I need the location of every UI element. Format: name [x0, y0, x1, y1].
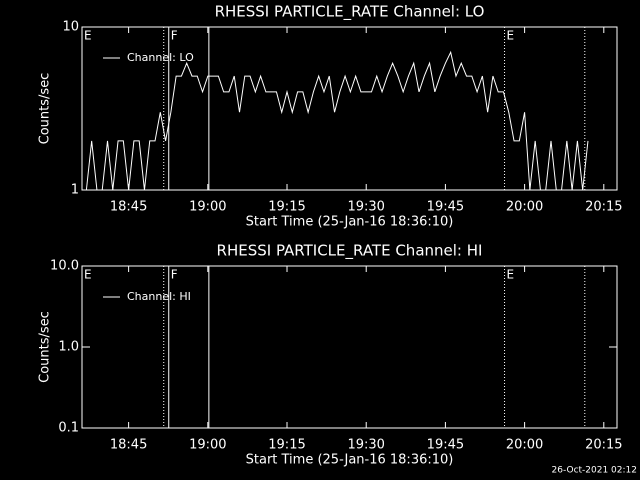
x-tick-label: 19:15 — [268, 438, 305, 453]
x-tick-label: 19:15 — [268, 200, 305, 215]
y-tick-label: 0.1 — [58, 421, 79, 436]
x-tick-label: 19:00 — [189, 438, 226, 453]
x-tick-label: 19:00 — [189, 200, 226, 215]
chart-title: RHESSI PARTICLE_RATE Channel: HI — [217, 242, 483, 261]
x-tick-label: 19:45 — [427, 200, 464, 215]
series-line — [85, 50, 589, 191]
chart-title: RHESSI PARTICLE_RATE Channel: LO — [215, 3, 485, 22]
x-axis-label: Start Time (25-Jan-16 18:36:10) — [246, 453, 454, 468]
x-tick-label: 19:45 — [427, 438, 464, 453]
x-tick-label: 18:45 — [110, 438, 147, 453]
x-axis-label: Start Time (25-Jan-16 18:36:10) — [246, 215, 454, 230]
y-tick-label: 1.0 — [58, 340, 79, 355]
x-tick-label: 20:15 — [585, 200, 622, 215]
y-axis-label: Counts/sec — [38, 73, 53, 145]
footer: 26-Oct-2021 02:12 — [552, 466, 637, 476]
y-tick-label: 10 — [62, 20, 79, 35]
flag-label: F — [171, 29, 178, 43]
flag-label: E — [507, 29, 515, 43]
legend-label: Channel: HI — [127, 290, 191, 303]
x-tick-label: 20:00 — [506, 438, 543, 453]
y-tick-label: 10.0 — [50, 259, 79, 274]
x-tick-label: 20:00 — [506, 200, 543, 215]
flag-label: E — [507, 268, 515, 282]
y-axis-label: Counts/sec — [38, 311, 53, 383]
flag-label: E — [84, 268, 92, 282]
x-tick-label: 19:30 — [347, 200, 384, 215]
plot-frame — [81, 26, 618, 191]
y-tick-label: 1 — [71, 183, 79, 198]
x-tick-label: 18:45 — [110, 200, 147, 215]
flag-label: F — [171, 268, 178, 282]
legend-label: Channel: LO — [127, 51, 194, 64]
flag-label: E — [84, 29, 92, 43]
x-tick-label: 19:30 — [347, 438, 384, 453]
x-tick-label: 20:15 — [585, 438, 622, 453]
